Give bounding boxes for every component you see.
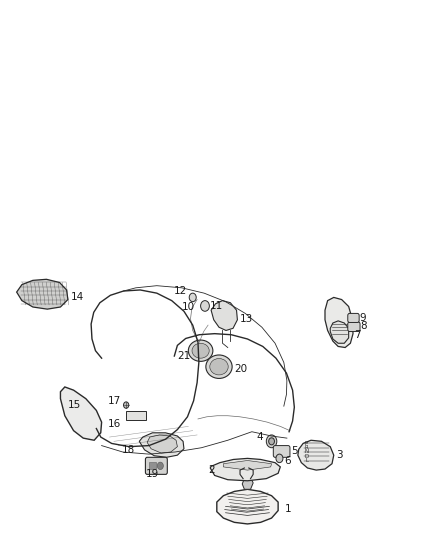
Text: 4: 4: [256, 432, 263, 442]
Polygon shape: [223, 461, 272, 470]
Text: 1: 1: [285, 504, 291, 514]
Ellipse shape: [206, 355, 232, 378]
Text: 12: 12: [174, 286, 187, 296]
Text: 8: 8: [360, 321, 367, 331]
Circle shape: [157, 462, 163, 470]
Circle shape: [276, 454, 283, 463]
Polygon shape: [325, 297, 353, 348]
Ellipse shape: [210, 359, 228, 375]
Text: 6: 6: [284, 456, 290, 466]
Text: D: D: [304, 454, 309, 459]
Text: 20: 20: [234, 364, 247, 374]
Circle shape: [268, 438, 275, 445]
Ellipse shape: [192, 343, 209, 358]
FancyBboxPatch shape: [145, 457, 167, 474]
Text: 17: 17: [108, 396, 121, 406]
Text: 10: 10: [182, 302, 195, 312]
Polygon shape: [211, 301, 237, 330]
Polygon shape: [330, 321, 349, 343]
Text: L: L: [305, 458, 308, 463]
Text: 16: 16: [108, 419, 121, 429]
Polygon shape: [242, 478, 253, 489]
Text: 21: 21: [177, 351, 190, 361]
Text: P: P: [305, 441, 308, 446]
Polygon shape: [139, 433, 184, 457]
FancyBboxPatch shape: [348, 313, 359, 322]
Bar: [126, 411, 146, 420]
Text: 9: 9: [359, 313, 366, 322]
Text: 11: 11: [210, 301, 223, 311]
Text: N: N: [304, 449, 309, 455]
Polygon shape: [17, 279, 68, 309]
Text: R: R: [305, 445, 308, 450]
Polygon shape: [60, 387, 102, 440]
FancyBboxPatch shape: [273, 446, 290, 457]
Text: 13: 13: [240, 314, 253, 324]
Text: 18: 18: [122, 446, 135, 455]
Polygon shape: [210, 458, 280, 481]
Circle shape: [266, 435, 277, 448]
Ellipse shape: [188, 340, 213, 361]
Text: 3: 3: [336, 450, 343, 460]
Text: 7: 7: [354, 330, 360, 340]
Text: 2: 2: [208, 465, 215, 475]
FancyBboxPatch shape: [348, 322, 360, 332]
Bar: [149, 462, 156, 469]
Circle shape: [124, 402, 129, 408]
Circle shape: [189, 293, 196, 302]
Circle shape: [201, 301, 209, 311]
Text: 15: 15: [68, 400, 81, 410]
Text: 5: 5: [291, 447, 298, 456]
Polygon shape: [298, 440, 334, 470]
Text: 14: 14: [71, 293, 84, 302]
Polygon shape: [147, 435, 177, 453]
Polygon shape: [217, 489, 278, 524]
Text: 19: 19: [146, 470, 159, 479]
